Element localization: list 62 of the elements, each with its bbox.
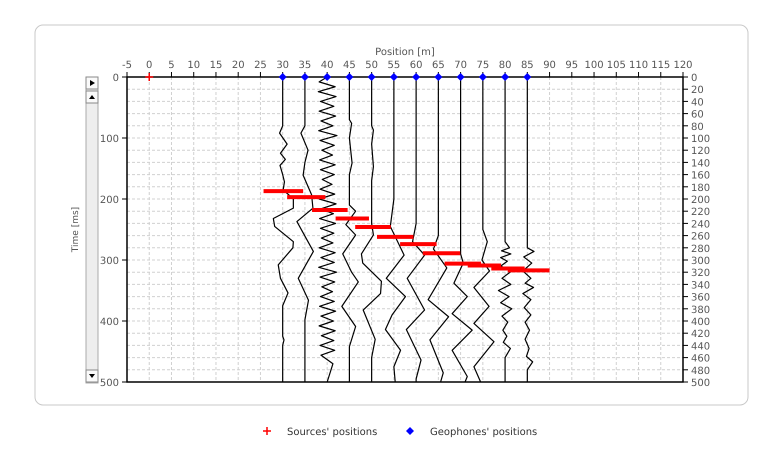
y2-tick-label: 240 (691, 219, 710, 230)
x-tick-label: 25 (254, 60, 267, 71)
y2-tick-label: 440 (691, 341, 710, 352)
x-tick-label: -5 (122, 60, 132, 71)
x-tick-label: 65 (432, 60, 445, 71)
y-tick-label: 500 (100, 378, 119, 389)
x-tick-label: 95 (565, 60, 578, 71)
x-tick-label: 50 (365, 60, 378, 71)
x-tick-label: 40 (320, 60, 334, 71)
x-tick-label: 30 (276, 60, 290, 71)
x-tick-label: 120 (673, 60, 693, 71)
y2-tick-label: 220 (691, 207, 710, 218)
y2-tick-label: 180 (691, 182, 710, 194)
x-tick-label: 110 (628, 60, 648, 71)
y2-tick-label: 480 (691, 366, 710, 377)
x-tick-label: 70 (454, 60, 467, 71)
y2-tick-label: 80 (691, 122, 704, 133)
y2-tick-label: 160 (691, 170, 710, 182)
x-tick-label: 5 (168, 60, 175, 71)
y2-tick-label: 60 (691, 110, 704, 121)
x-tick-label: 115 (651, 60, 670, 71)
y2-tick-label: 20 (691, 85, 704, 96)
x-tick-label: 10 (187, 60, 200, 71)
y2-tick-label: 360 (691, 292, 710, 304)
x-tick-label: 105 (606, 60, 626, 71)
x-tick-label: 35 (298, 60, 312, 71)
x-tick-label: 85 (520, 60, 534, 71)
y2-tick-label: 0 (691, 73, 698, 84)
x-tick-label: 75 (476, 60, 490, 71)
y2-tick-label: 40 (691, 97, 704, 108)
x-tick-label: 80 (498, 60, 512, 71)
x-tick-label: 55 (388, 60, 400, 71)
y2-tick-label: 320 (691, 268, 710, 280)
x-axis-title: Position [m] (375, 47, 435, 58)
y-axis-title: Time [ms] (71, 206, 81, 254)
legend-label: Sources' positions (287, 427, 378, 438)
y2-tick-label: 200 (691, 195, 710, 206)
y2-tick-label: 300 (691, 256, 710, 267)
x-tick-label: 90 (543, 60, 556, 71)
x-tick-label: 20 (232, 60, 245, 71)
y2-tick-label: 260 (691, 232, 710, 243)
y-tick-label: 300 (100, 256, 119, 267)
x-tick-label: 45 (343, 60, 356, 71)
y2-tick-label: 500 (691, 378, 710, 389)
y2-tick-label: 120 (691, 146, 710, 158)
y2-tick-label: 420 (691, 329, 710, 340)
x-tick-label: 0 (146, 60, 152, 71)
y2-tick-label: 280 (691, 244, 710, 255)
y2-tick-label: 460 (691, 354, 710, 365)
y2-tick-label: 100 (691, 134, 710, 145)
x-tick-label: 60 (410, 60, 422, 71)
y-tick-label: 0 (112, 73, 119, 84)
y2-tick-label: 340 (691, 280, 710, 292)
legend-label: Geophones' positions (430, 427, 538, 438)
x-tick-label: 15 (210, 60, 222, 71)
y2-tick-label: 380 (691, 304, 710, 316)
y-tick-label: 400 (100, 317, 119, 328)
x-tick-label: 100 (584, 60, 604, 71)
y2-tick-label: 140 (691, 158, 710, 170)
y-tick-label: 100 (100, 134, 119, 145)
y2-tick-label: 400 (691, 317, 710, 328)
y-tick-label: 200 (100, 195, 119, 206)
